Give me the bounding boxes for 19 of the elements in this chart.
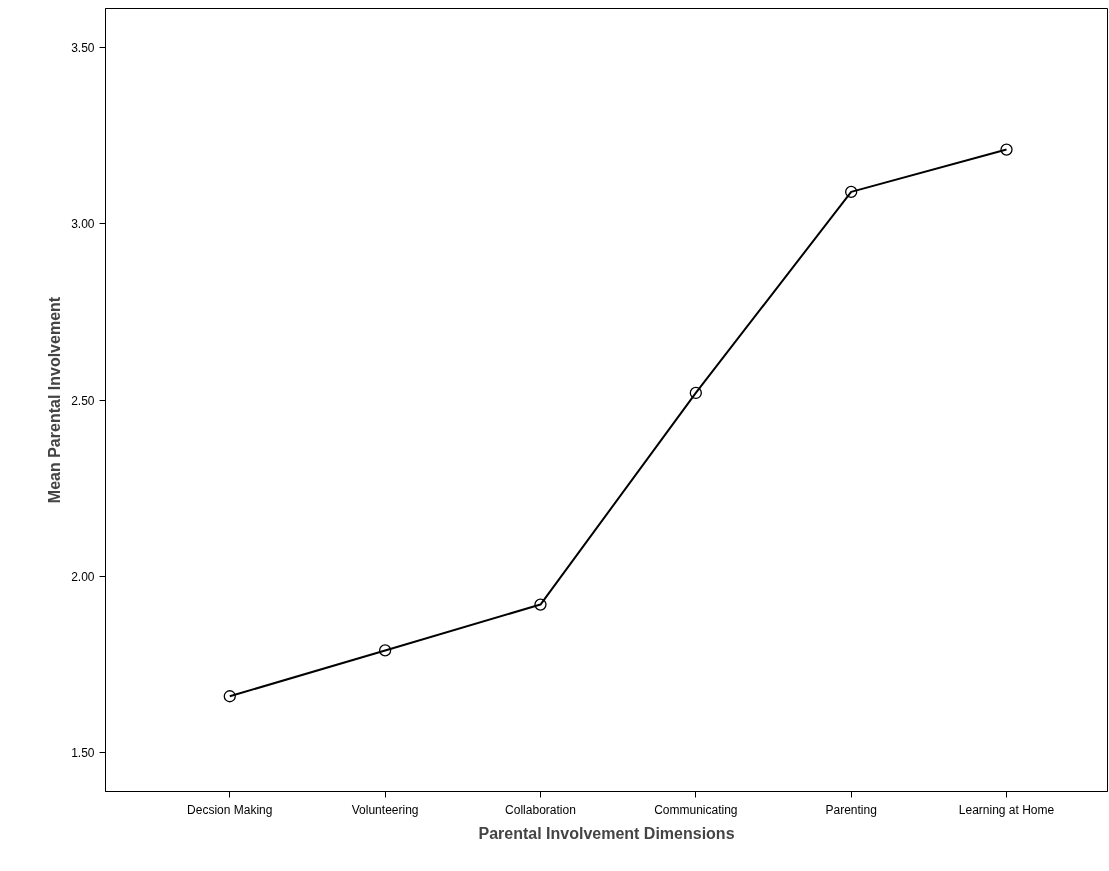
point [378, 644, 392, 657]
x-axis-title: Parental Involvement Dimensions [478, 824, 735, 842]
point [223, 690, 236, 703]
y-tick-label: 3.50 [71, 40, 95, 55]
y-tick-label: 2.00 [71, 569, 95, 584]
y-tick-label: 1.50 [71, 746, 95, 761]
point [845, 185, 858, 199]
x-tick-label: Collaboration [505, 802, 576, 817]
x-tick-label: Learning at Home [958, 802, 1055, 817]
point [534, 598, 547, 611]
x-tick-label: Parenting [825, 802, 877, 817]
x-tick-label: Decsion Making [187, 802, 273, 817]
x-tick-label: Communicating [654, 802, 738, 817]
point [1000, 143, 1013, 156]
point [689, 386, 702, 400]
y-tick-label: 2.50 [71, 393, 95, 408]
x-tick-label: Volunteering [351, 802, 419, 817]
y-tick-label: 3.00 [71, 217, 95, 232]
y-axis-title: Mean Parental Involvement [46, 296, 64, 504]
